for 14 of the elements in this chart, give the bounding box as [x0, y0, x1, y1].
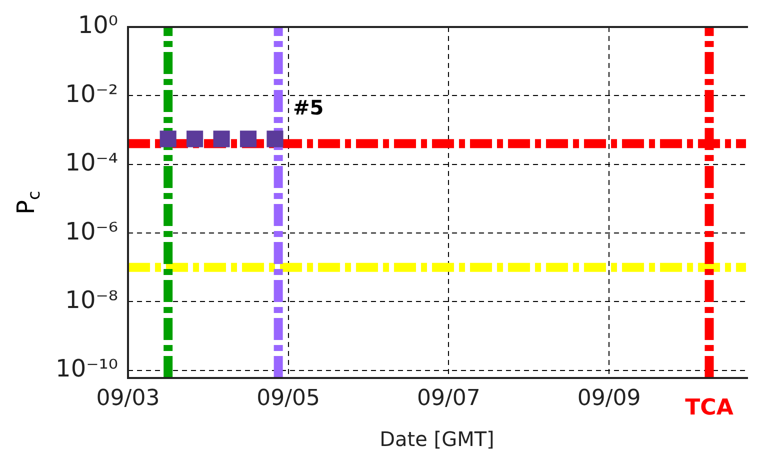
- ref-line-label: TCA: [685, 396, 734, 421]
- y-tick-label: 10⁰: [78, 11, 118, 40]
- y-axis-title: Pc: [12, 190, 44, 214]
- y-tick-label: 10⁻⁴: [65, 148, 118, 177]
- x-tick-label: 09/05: [256, 386, 320, 411]
- y-tick-label: 10⁻²: [65, 80, 118, 108]
- y-tick-label: 10⁻⁸: [65, 286, 118, 314]
- x-tick-label: 09/09: [577, 386, 641, 411]
- x-tick-label: 09/07: [416, 386, 480, 411]
- x-axis-title: Date [GMT]: [380, 427, 494, 452]
- x-tick-label: 09/03: [96, 386, 160, 411]
- y-tick-label: 10⁻⁶: [65, 217, 118, 246]
- annotation: #5: [292, 96, 324, 120]
- y-tick-label: 10⁻¹⁰: [56, 354, 118, 383]
